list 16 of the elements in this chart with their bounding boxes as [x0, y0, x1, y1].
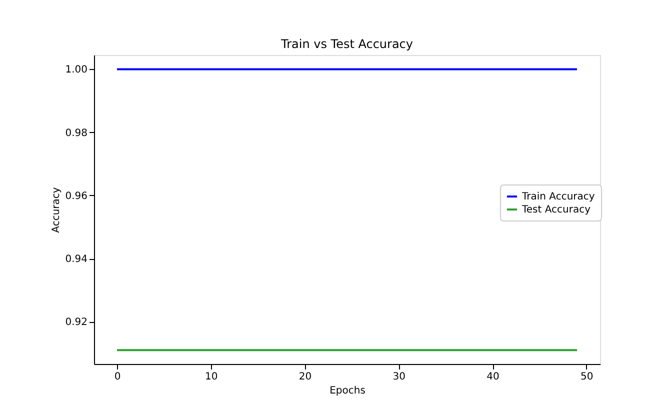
- y-tick-label: 0.92: [65, 317, 88, 328]
- y-axis-title: Accuracy: [51, 187, 62, 233]
- legend-label: Test Accuracy: [521, 204, 591, 216]
- y-tick-label: 1.00: [65, 64, 88, 76]
- y-tick-label: 0.98: [65, 128, 88, 139]
- legend-label: Train Accuracy: [521, 192, 595, 202]
- x-axis-title: Epochs: [330, 386, 366, 396]
- x-tick-label: 10: [205, 372, 218, 382]
- x-tick-label: 20: [298, 372, 312, 382]
- x-tick-label: 0: [114, 372, 121, 382]
- x-tick-label: 50: [580, 372, 594, 382]
- x-tick-label: 30: [392, 372, 406, 382]
- x-tick-label: 40: [486, 372, 500, 382]
- chart-title: Train vs Test Accuracy: [280, 37, 414, 51]
- y-tick-label: 0.96: [65, 190, 88, 202]
- y-tick-label: 0.94: [65, 254, 88, 266]
